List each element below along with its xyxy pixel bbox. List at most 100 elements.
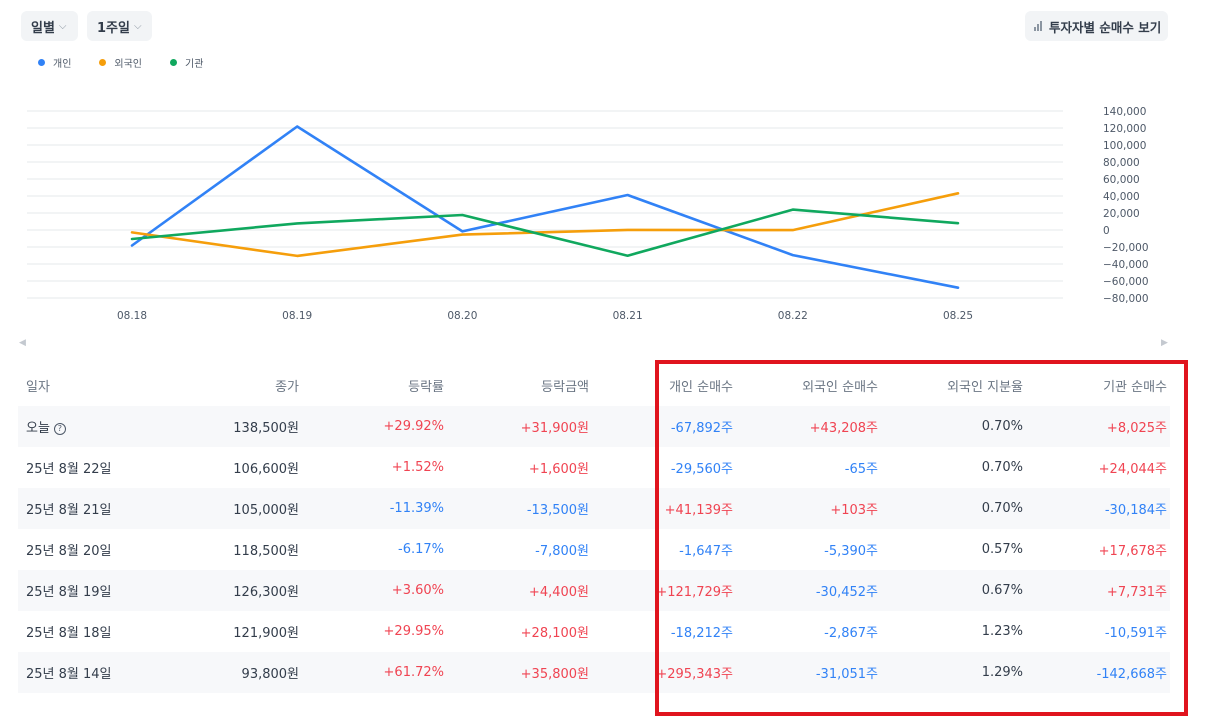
- cell-change-amount-value: +35,800원: [520, 667, 589, 682]
- cell-individual-net-buy: -1,647주: [592, 529, 736, 570]
- cell-close: 121,900원: [158, 611, 302, 652]
- cell-individual-net-buy-value: -18,212주: [670, 626, 733, 641]
- cell-individual-net-buy-value: -67,892주: [670, 421, 733, 436]
- help-icon[interactable]: ?: [53, 423, 66, 435]
- range-dropdown[interactable]: 1주일 ⌵: [87, 11, 152, 41]
- table-row: 오늘? 138,500원 +29.92% +31,900원 -67,892주 +43,20…: [18, 406, 1170, 447]
- header-change-amount: 등락금액: [541, 379, 589, 395]
- cell-individual-net-buy: +295,343주: [592, 652, 736, 693]
- cell-foreign-ownership: 0.67%: [881, 570, 1026, 611]
- cell-change-rate: +29.92%: [302, 406, 447, 447]
- cell-change-rate-value: -6.17%: [398, 542, 444, 557]
- period-dropdown[interactable]: 일별 ⌵: [21, 11, 78, 41]
- cell-foreign-ownership-value: 0.67%: [981, 583, 1023, 598]
- cell-foreign-ownership: 0.57%: [881, 529, 1026, 570]
- table-header-row: 일자 종가 등락률 등락금액 개인 순매수 외국인 순매수 외국인 지분율 기관…: [18, 364, 1170, 406]
- cell-foreign-net-buy-value: -2,867주: [824, 626, 878, 641]
- cell-close-value: 121,900원: [233, 626, 299, 641]
- table-row: 25년 8월 20일 118,500원 -6.17% -7,800원 -1,647주 -5…: [18, 529, 1170, 570]
- cell-individual-net-buy: +41,139주: [592, 488, 736, 529]
- cell-foreign-net-buy-value: +103주: [830, 503, 878, 518]
- series-line: [130, 208, 960, 257]
- cell-change-amount-value: +4,400원: [528, 585, 589, 600]
- cell-foreign-ownership: 1.29%: [881, 652, 1026, 693]
- cell-change-amount-value: -7,800원: [535, 544, 589, 559]
- toolbar: 일별 ⌵ 1주일 ⌵ 투자자별 순매수 보기: [21, 11, 1168, 41]
- cell-close-value: 105,000원: [233, 503, 299, 518]
- cell-foreign-ownership: 0.70%: [881, 488, 1026, 529]
- cell-foreign-ownership-value: 0.70%: [981, 419, 1023, 434]
- cell-institution-net-buy: +17,678주: [1026, 529, 1170, 570]
- cell-individual-net-buy-value: +295,343주: [656, 667, 733, 682]
- header-foreign-ownership: 외국인 지분율: [947, 379, 1023, 395]
- cell-individual-net-buy: -67,892주: [592, 406, 736, 447]
- x-tick-label: 08.19: [282, 310, 312, 322]
- legend-label: 개인: [53, 59, 72, 70]
- cell-foreign-ownership-value: 0.70%: [981, 460, 1023, 475]
- bar-chart-icon: [1034, 21, 1042, 31]
- cell-individual-net-buy-value: +121,729주: [656, 585, 733, 600]
- table-row: 25년 8월 19일 126,300원 +3.60% +4,400원 +121,729주…: [18, 570, 1170, 611]
- cell-change-amount: +28,100원: [447, 611, 592, 652]
- y-tick-label: −80,000: [1103, 293, 1149, 305]
- x-tick-label: 08.21: [613, 310, 643, 322]
- legend-item: 개인: [38, 55, 71, 70]
- y-tick-label: 100,000: [1103, 140, 1146, 152]
- cell-date: 25년 8월 20일: [18, 529, 158, 570]
- cell-foreign-ownership: 1.23%: [881, 611, 1026, 652]
- cell-close: 93,800원: [158, 652, 302, 693]
- cell-foreign-net-buy-value: -5,390주: [824, 544, 878, 559]
- cell-date: 25년 8월 19일: [18, 570, 158, 611]
- cell-close-value: 93,800원: [241, 667, 299, 682]
- cell-institution-net-buy: -10,591주: [1026, 611, 1170, 652]
- y-tick-label: 120,000: [1103, 123, 1146, 135]
- y-tick-label: −40,000: [1103, 259, 1149, 271]
- cell-change-amount: +35,800원: [447, 652, 592, 693]
- legend-item: 외국인: [99, 55, 142, 70]
- cell-change-rate: +61.72%: [302, 652, 447, 693]
- x-tick-label: 08.22: [778, 310, 808, 322]
- cell-foreign-net-buy-value: -30,452주: [815, 585, 878, 600]
- investor-net-buy-button[interactable]: 투자자별 순매수 보기: [1025, 11, 1168, 41]
- cell-individual-net-buy-value: +41,139주: [664, 503, 733, 518]
- cell-foreign-ownership-value: 1.29%: [981, 665, 1023, 680]
- cell-close-value: 106,600원: [233, 462, 299, 477]
- legend-dot-icon: [38, 59, 45, 66]
- cell-foreign-net-buy: -65주: [736, 447, 881, 488]
- y-tick-label: 60,000: [1103, 174, 1140, 186]
- cell-date-value: 25년 8월 20일: [26, 544, 112, 559]
- cell-foreign-net-buy: -2,867주: [736, 611, 881, 652]
- cell-foreign-ownership-value: 1.23%: [981, 624, 1023, 639]
- chevron-down-icon: ⌵: [58, 20, 67, 32]
- scroll-left-icon[interactable]: ◀: [19, 338, 26, 348]
- cell-close-value: 138,500원: [233, 421, 299, 436]
- header-change-rate: 등락률: [408, 379, 444, 395]
- cell-individual-net-buy: -29,560주: [592, 447, 736, 488]
- cell-close: 106,600원: [158, 447, 302, 488]
- cell-foreign-net-buy-value: -65주: [844, 462, 878, 477]
- cell-change-rate: -11.39%: [302, 488, 447, 529]
- cell-foreign-ownership: 0.70%: [881, 406, 1026, 447]
- cell-change-amount-value: +28,100원: [520, 626, 589, 641]
- cell-foreign-ownership-value: 0.57%: [981, 542, 1023, 557]
- net-buy-line-chart: 140,000 120,000 100,000 80,000 60,000 40,000 2…: [27, 106, 1149, 322]
- scroll-right-icon[interactable]: ▶: [1161, 338, 1168, 348]
- cell-foreign-net-buy: -31,051주: [736, 652, 881, 693]
- cell-change-rate: +29.95%: [302, 611, 447, 652]
- legend-label: 외국인: [114, 59, 143, 70]
- cell-close: 105,000원: [158, 488, 302, 529]
- cell-date-value: 25년 8월 18일: [26, 626, 112, 641]
- cell-change-rate-value: +29.92%: [383, 419, 444, 434]
- table-row: 25년 8월 18일 121,900원 +29.95% +28,100원 -18,212…: [18, 611, 1170, 652]
- cell-change-amount: +4,400원: [447, 570, 592, 611]
- cell-institution-net-buy-value: +24,044주: [1098, 462, 1167, 477]
- cell-change-amount: -13,500원: [447, 488, 592, 529]
- legend-dot-icon: [170, 59, 178, 66]
- header-individual-net-buy: 개인 순매수: [669, 379, 733, 395]
- cell-foreign-net-buy: +103주: [736, 488, 881, 529]
- series-line: [130, 125, 960, 289]
- cell-change-amount: +1,600원: [447, 447, 592, 488]
- series-line: [130, 192, 960, 258]
- cell-institution-net-buy: +7,731주: [1026, 570, 1170, 611]
- cell-change-rate-value: +29.95%: [383, 624, 444, 639]
